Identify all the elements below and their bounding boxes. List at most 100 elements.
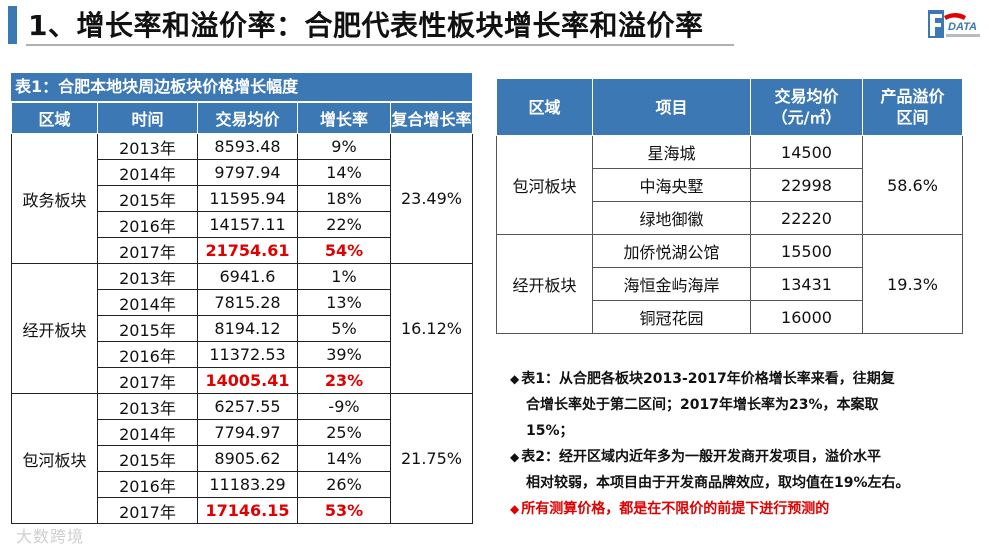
- price-cell: 9797.94: [197, 159, 298, 186]
- growth-cell-highlight: 23%: [297, 367, 391, 394]
- header-growth: 增长率: [297, 102, 391, 134]
- table1-caption: 表1：合肥本地块周边板块价格增长幅度: [11, 73, 472, 101]
- price-cell: 11595.94: [197, 185, 298, 212]
- year-cell: 2015年: [97, 315, 198, 342]
- growth-cell: 18%: [297, 185, 391, 212]
- price-cell: 14157.11: [197, 211, 298, 238]
- table-row: 2014年 7794.97 25%: [12, 419, 473, 446]
- price-cell-highlight: 21754.61: [197, 237, 298, 264]
- price-cell: 6257.55: [197, 393, 298, 420]
- year-cell: 2013年: [97, 133, 198, 160]
- logo-text: DATA: [948, 21, 977, 33]
- region-cell: 经开板块: [11, 263, 98, 394]
- project-cell: 铜冠花园: [592, 300, 751, 334]
- header-cagr: 复合增长率: [390, 102, 473, 134]
- project-cell: 绿地御徽: [592, 201, 751, 235]
- note-item: ◆ 表2：经开区域内近年多为一般开发商开发项目，溢价水平 相对较弱，本项目由于开发…: [510, 444, 970, 496]
- project-cell: 海恒金屿海岸: [592, 267, 751, 301]
- project-cell: 中海央墅: [592, 168, 751, 202]
- price-cell: 11183.29: [197, 471, 298, 498]
- table-row: 2014年 9797.94 14%: [12, 159, 473, 186]
- table-row: 铜冠花园 16000: [497, 300, 963, 334]
- premium-cell: 58.6%: [862, 135, 963, 235]
- header-time: 时间: [97, 102, 198, 134]
- price-cell: 13431: [750, 267, 863, 301]
- year-cell: 2016年: [97, 341, 198, 368]
- growth-cell: 26%: [297, 471, 391, 498]
- year-cell: 2017年: [97, 497, 198, 524]
- price-cell: 8905.62: [197, 445, 298, 472]
- region-cell: 政务板块: [11, 133, 98, 264]
- title-divider: [26, 44, 734, 46]
- table-row: 经开板块 2013年 6941.6 1% 16.12%: [11, 263, 473, 394]
- table-row: 2015年 11595.94 18%: [12, 185, 473, 212]
- growth-cell: -9%: [297, 393, 391, 420]
- growth-cell: 39%: [297, 341, 391, 368]
- note-text: 表1：从合肥各板块2013-2017年价格增长率来看，往期复: [521, 371, 895, 387]
- table1-header-row: 区域 时间 交易均价 增长率 复合增长率: [11, 102, 473, 134]
- table-row: 经开板块 加侨悦湖公馆 15500 19.3%: [496, 234, 963, 334]
- growth-cell: 1%: [297, 263, 391, 290]
- header-premium: 产品溢价 区间: [862, 78, 963, 136]
- price-cell: 14500: [750, 135, 863, 169]
- table-row: 2015年 8905.62 14%: [12, 445, 473, 472]
- table-row: 2015年 8194.12 5%: [12, 315, 473, 342]
- growth-cell: 9%: [297, 133, 391, 160]
- price-cell: 22220: [750, 201, 863, 235]
- year-cell: 2013年: [97, 263, 198, 290]
- growth-cell: 14%: [297, 159, 391, 186]
- cagr-cell: 23.49%: [390, 133, 473, 264]
- table-row: 2016年 11183.29 26%: [12, 471, 473, 498]
- year-cell: 2014年: [97, 289, 198, 316]
- price-cell: 8194.12: [197, 315, 298, 342]
- title-accent-bar: [8, 6, 17, 44]
- page-title: 1、增长率和溢价率：合肥代表性板块增长率和溢价率: [28, 9, 704, 42]
- price-cell: 7815.28: [197, 289, 298, 316]
- diamond-bullet-icon: ◆: [510, 372, 520, 386]
- price-cell: 22998: [750, 168, 863, 202]
- table2: 区域 项目 交易均价 （元/㎡） 产品溢价 区间 包河板块 星海城 14500 …: [496, 78, 963, 334]
- note-text: 所有测算价格，都是在不限价的前提下进行预测的: [521, 501, 830, 517]
- growth-cell-highlight: 53%: [297, 497, 391, 524]
- year-cell: 2016年: [97, 471, 198, 498]
- region-cell: 包河板块: [11, 393, 98, 524]
- table2-header-row: 区域 项目 交易均价 （元/㎡） 产品溢价 区间: [496, 78, 963, 136]
- price-cell: 15500: [750, 234, 863, 268]
- data-logo-icon: DATA: [928, 10, 980, 38]
- watermark: 大数跨境: [16, 527, 85, 546]
- note-text: 相对较弱，本项目由于开发商品牌效应，取均值在19%左右。: [526, 475, 910, 491]
- table-row: 2017年 17146.15 53%: [12, 497, 473, 524]
- cagr-cell: 21.75%: [390, 393, 473, 524]
- year-cell: 2017年: [97, 237, 198, 264]
- header-region: 区域: [496, 78, 593, 136]
- project-cell: 加侨悦湖公馆: [592, 234, 751, 268]
- table-row: 2016年 11372.53 39%: [12, 341, 473, 368]
- premium-cell: 19.3%: [862, 234, 963, 334]
- table1: 区域 时间 交易均价 增长率 复合增长率 政务板块 2013年 8593.48 …: [11, 102, 473, 524]
- table-row: 2017年 14005.41 23%: [12, 367, 473, 394]
- growth-cell: 5%: [297, 315, 391, 342]
- region-cell: 经开板块: [496, 234, 593, 334]
- diamond-bullet-icon: ◆: [510, 450, 520, 464]
- growth-cell-highlight: 54%: [297, 237, 391, 264]
- growth-cell: 25%: [297, 419, 391, 446]
- header-avg-price: 交易均价 （元/㎡）: [750, 78, 863, 136]
- note-item: ◆ 表1：从合肥各板块2013-2017年价格增长率来看，往期复 合增长率处于第二…: [510, 366, 970, 444]
- table-row: 绿地御徽 22220: [497, 201, 963, 235]
- header-price: 交易均价: [197, 102, 298, 134]
- growth-cell: 13%: [297, 289, 391, 316]
- region-cell: 包河板块: [496, 135, 593, 235]
- table-row: 政务板块 2013年 8593.48 9% 23.49%: [11, 133, 473, 264]
- price-cell: 16000: [750, 300, 863, 334]
- header-region: 区域: [11, 102, 98, 134]
- table-row: 2017年 21754.61 54%: [12, 237, 473, 264]
- note-text: 表2：经开区域内近年多为一般开发商开发项目，溢价水平: [521, 449, 881, 465]
- diamond-bullet-icon: ◆: [510, 502, 520, 516]
- year-cell: 2016年: [97, 211, 198, 238]
- price-cell: 7794.97: [197, 419, 298, 446]
- notes-panel: ◆ 表1：从合肥各板块2013-2017年价格增长率来看，往期复 合增长率处于第二…: [510, 366, 970, 522]
- year-cell: 2015年: [97, 185, 198, 212]
- table-row: 包河板块 星海城 14500 58.6%: [496, 135, 963, 235]
- project-cell: 星海城: [592, 135, 751, 169]
- note-item-warning: ◆ 所有测算价格，都是在不限价的前提下进行预测的: [510, 496, 970, 522]
